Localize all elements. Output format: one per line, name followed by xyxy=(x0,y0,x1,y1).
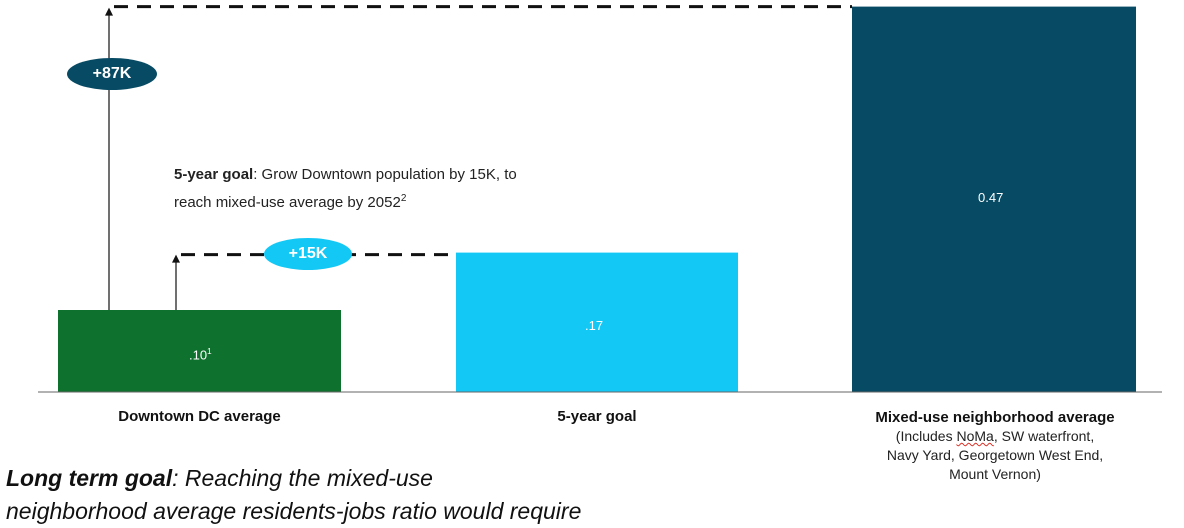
long-term-text-line2: neighborhood average residents-jobs rati… xyxy=(6,498,582,524)
badge-text: +15K xyxy=(288,245,328,262)
bar-mixed-use xyxy=(852,6,1136,392)
category-label-downtown: Downtown DC average xyxy=(58,408,341,425)
five-year-goal-annotation: 5-year goal: Grow Downtown population by… xyxy=(174,163,774,215)
arrowhead-87k xyxy=(105,7,113,16)
footnote-marker: 2 xyxy=(400,193,407,204)
footnote-marker: 1 xyxy=(207,347,212,356)
annotation-text-line2: reach mixed-use average by 2052 xyxy=(174,194,401,211)
category-label-five-year: 5-year goal xyxy=(456,408,738,425)
bar-downtown xyxy=(58,310,341,392)
category-note-mixed-use: (Includes NoMa, SW waterfront, Navy Yard,… xyxy=(886,428,1104,482)
long-term-title: Long term goal xyxy=(6,465,173,491)
badge-plus-15k: +15K xyxy=(264,238,352,270)
category-label-text: Downtown DC average xyxy=(118,408,281,425)
long-term-goal-text: Long term goal: Reaching the mixed-use n… xyxy=(6,462,766,528)
category-label-text: Mixed-use neighborhood average xyxy=(875,409,1115,426)
category-label-text: 5-year goal xyxy=(557,408,637,425)
annotation-text: : Grow Downtown population by 15K, to xyxy=(253,166,517,183)
badge-text: +87K xyxy=(92,65,132,82)
bar-value-label-five-year: .17 xyxy=(585,318,603,333)
spellcheck-word: NoMa xyxy=(956,428,994,444)
category-label-mixed-use: Mixed-use neighborhood average (Includes… xyxy=(836,408,1154,484)
long-term-text: : Reaching the mixed-use xyxy=(172,465,433,491)
badge-plus-87k: +87K xyxy=(67,58,157,90)
bar-value-text: .10 xyxy=(189,347,208,363)
annotation-title: 5-year goal xyxy=(174,166,254,183)
bar-value-label-downtown: .101 xyxy=(189,347,212,362)
arrowhead-15k xyxy=(172,254,180,263)
bar-value-text: 0.47 xyxy=(978,190,1004,205)
bars-group xyxy=(58,6,1136,392)
bar-value-label-mixed-use: 0.47 xyxy=(978,190,1003,205)
bar-value-text: .17 xyxy=(585,318,604,333)
bar-five-year xyxy=(456,252,738,392)
